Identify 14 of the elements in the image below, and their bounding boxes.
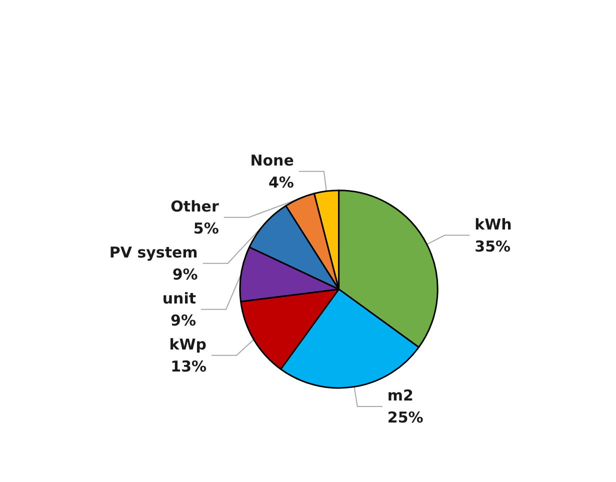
data-label: 5%: [193, 219, 219, 238]
slice-label: Other: [170, 197, 220, 216]
data-label: 13%: [170, 357, 207, 376]
slice-label: None: [250, 151, 294, 170]
slice-label: m2: [387, 386, 414, 405]
data-label: 9%: [170, 311, 196, 330]
slice-label: unit: [162, 289, 196, 308]
data-label: 4%: [268, 173, 294, 192]
slice-label: PV system: [109, 243, 198, 262]
data-label: 35%: [474, 237, 511, 256]
slice-label: kWh: [474, 215, 512, 234]
data-label: 25%: [387, 408, 424, 427]
slice-label: kWp: [169, 335, 207, 354]
data-label: 9%: [172, 265, 198, 284]
